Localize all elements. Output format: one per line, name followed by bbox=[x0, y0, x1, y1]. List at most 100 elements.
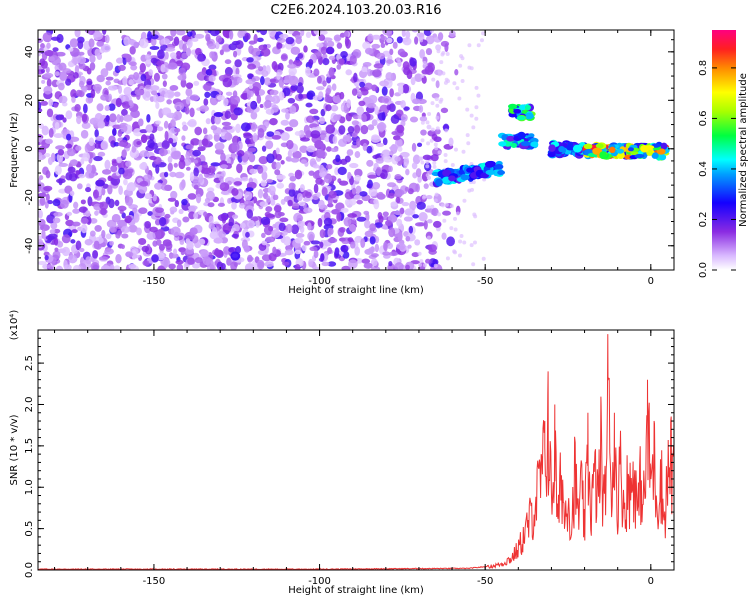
heatmap-cell bbox=[465, 107, 470, 112]
heatmap-cell bbox=[339, 237, 346, 242]
heatmap-cell bbox=[160, 38, 171, 45]
heatmap-cell bbox=[361, 113, 367, 123]
heatmap-cell bbox=[303, 207, 313, 214]
heatmap-cell bbox=[139, 180, 149, 187]
heatmap-cell bbox=[290, 157, 300, 163]
heatmap-cell bbox=[318, 199, 325, 210]
heatmap-cell bbox=[104, 105, 110, 112]
heatmap-cell bbox=[287, 30, 294, 35]
heatmap-cell bbox=[343, 31, 349, 37]
heatmap-cell bbox=[276, 71, 281, 80]
heatmap-cell bbox=[189, 227, 198, 236]
heatmap-cell bbox=[291, 224, 299, 235]
heatmap-cell bbox=[146, 232, 156, 240]
heatmap-cell bbox=[264, 99, 272, 109]
heatmap-cell bbox=[67, 166, 76, 174]
heatmap-cell bbox=[216, 94, 225, 101]
heatmap-cell bbox=[151, 254, 159, 263]
heatmap-cell bbox=[100, 94, 110, 101]
heatmap-cell bbox=[280, 160, 285, 165]
heatmap-cell bbox=[275, 153, 282, 161]
heatmap-cell bbox=[205, 190, 215, 201]
heatmap-cell bbox=[207, 134, 213, 141]
heatmap-cell bbox=[396, 124, 405, 134]
heatmap-cell bbox=[660, 142, 668, 150]
heatmap-cell bbox=[513, 108, 522, 114]
heatmap-cell bbox=[401, 30, 406, 38]
heatmap-cell bbox=[64, 264, 72, 270]
heatmap-cell bbox=[231, 40, 241, 46]
heatmap-cell bbox=[355, 185, 362, 195]
heatmap-cell bbox=[482, 177, 487, 182]
heatmap-cell bbox=[322, 53, 328, 60]
heatmap-cell bbox=[75, 145, 82, 151]
heatmap-cell bbox=[301, 244, 307, 252]
snr-xlabel: Height of straight line (km) bbox=[288, 585, 424, 596]
heatmap-cell bbox=[134, 89, 145, 96]
heatmap-cell bbox=[510, 142, 518, 148]
heatmap-cell bbox=[265, 140, 274, 150]
heatmap-cell bbox=[146, 114, 151, 123]
heatmap-cell bbox=[269, 96, 276, 102]
heatmap-cell bbox=[222, 77, 233, 88]
heatmap-cell bbox=[104, 159, 111, 170]
heatmap-cell bbox=[266, 178, 274, 184]
heatmap-cell bbox=[247, 181, 257, 189]
heatmap-cell bbox=[287, 199, 293, 207]
heatmap-cell bbox=[469, 243, 474, 248]
heatmap-cell bbox=[222, 125, 233, 130]
heatmap-cell bbox=[362, 62, 372, 67]
heatmap-cell bbox=[101, 229, 106, 239]
heatmap-cell bbox=[315, 177, 323, 185]
heatmap-cell bbox=[453, 216, 458, 221]
heatmap-cell bbox=[198, 173, 204, 183]
heatmap-cell bbox=[300, 30, 305, 37]
heatmap-cell bbox=[402, 37, 412, 46]
heatmap-cell bbox=[295, 232, 305, 238]
heatmap-cell bbox=[56, 51, 66, 57]
heatmap-cell bbox=[181, 52, 188, 59]
heatmap-cell bbox=[158, 148, 168, 157]
heatmap-cell bbox=[246, 90, 252, 100]
heatmap-cell bbox=[294, 249, 302, 255]
heatmap-cell bbox=[286, 139, 294, 150]
heatmap-cell bbox=[209, 30, 220, 37]
heatmap-cell bbox=[56, 241, 64, 248]
heatmap-cell bbox=[80, 223, 88, 234]
heatmap-cell bbox=[288, 119, 299, 128]
heatmap-cell bbox=[42, 32, 53, 43]
heatmap-cell bbox=[128, 99, 134, 107]
heatmap-cell bbox=[332, 135, 338, 145]
heatmap-cell bbox=[76, 115, 82, 125]
heatmap-cell bbox=[426, 141, 431, 146]
heatmap-cell bbox=[284, 74, 293, 84]
heatmap-cell bbox=[78, 206, 88, 213]
heatmap-cell bbox=[269, 89, 279, 96]
heatmap-cell bbox=[197, 145, 206, 152]
heatmap-cell bbox=[128, 224, 138, 233]
heatmap-cell bbox=[656, 148, 666, 155]
heatmap-cell bbox=[204, 91, 211, 98]
heatmap-cell bbox=[422, 60, 427, 65]
heatmap-cell bbox=[54, 165, 62, 176]
heatmap-cell bbox=[220, 152, 226, 162]
heatmap-cell bbox=[192, 149, 202, 157]
heatmap-cell bbox=[240, 176, 249, 182]
heatmap-cell bbox=[224, 110, 231, 119]
heatmap-cell bbox=[182, 72, 187, 81]
heatmap-cell bbox=[385, 219, 392, 227]
heatmap-cell bbox=[156, 126, 164, 132]
heatmap-cell bbox=[170, 52, 177, 59]
heatmap-cell bbox=[328, 227, 334, 235]
heatmap-cell bbox=[508, 103, 518, 110]
heatmap-cell bbox=[193, 159, 199, 164]
heatmap-cell bbox=[99, 201, 109, 211]
heatmap-cell bbox=[43, 85, 53, 95]
heatmap-cell bbox=[121, 233, 129, 239]
heatmap-cell bbox=[361, 66, 368, 73]
heatmap-cell bbox=[524, 112, 534, 120]
heatmap-cell bbox=[167, 197, 177, 202]
heatmap-cell bbox=[291, 202, 301, 209]
heatmap-cell bbox=[189, 94, 200, 101]
